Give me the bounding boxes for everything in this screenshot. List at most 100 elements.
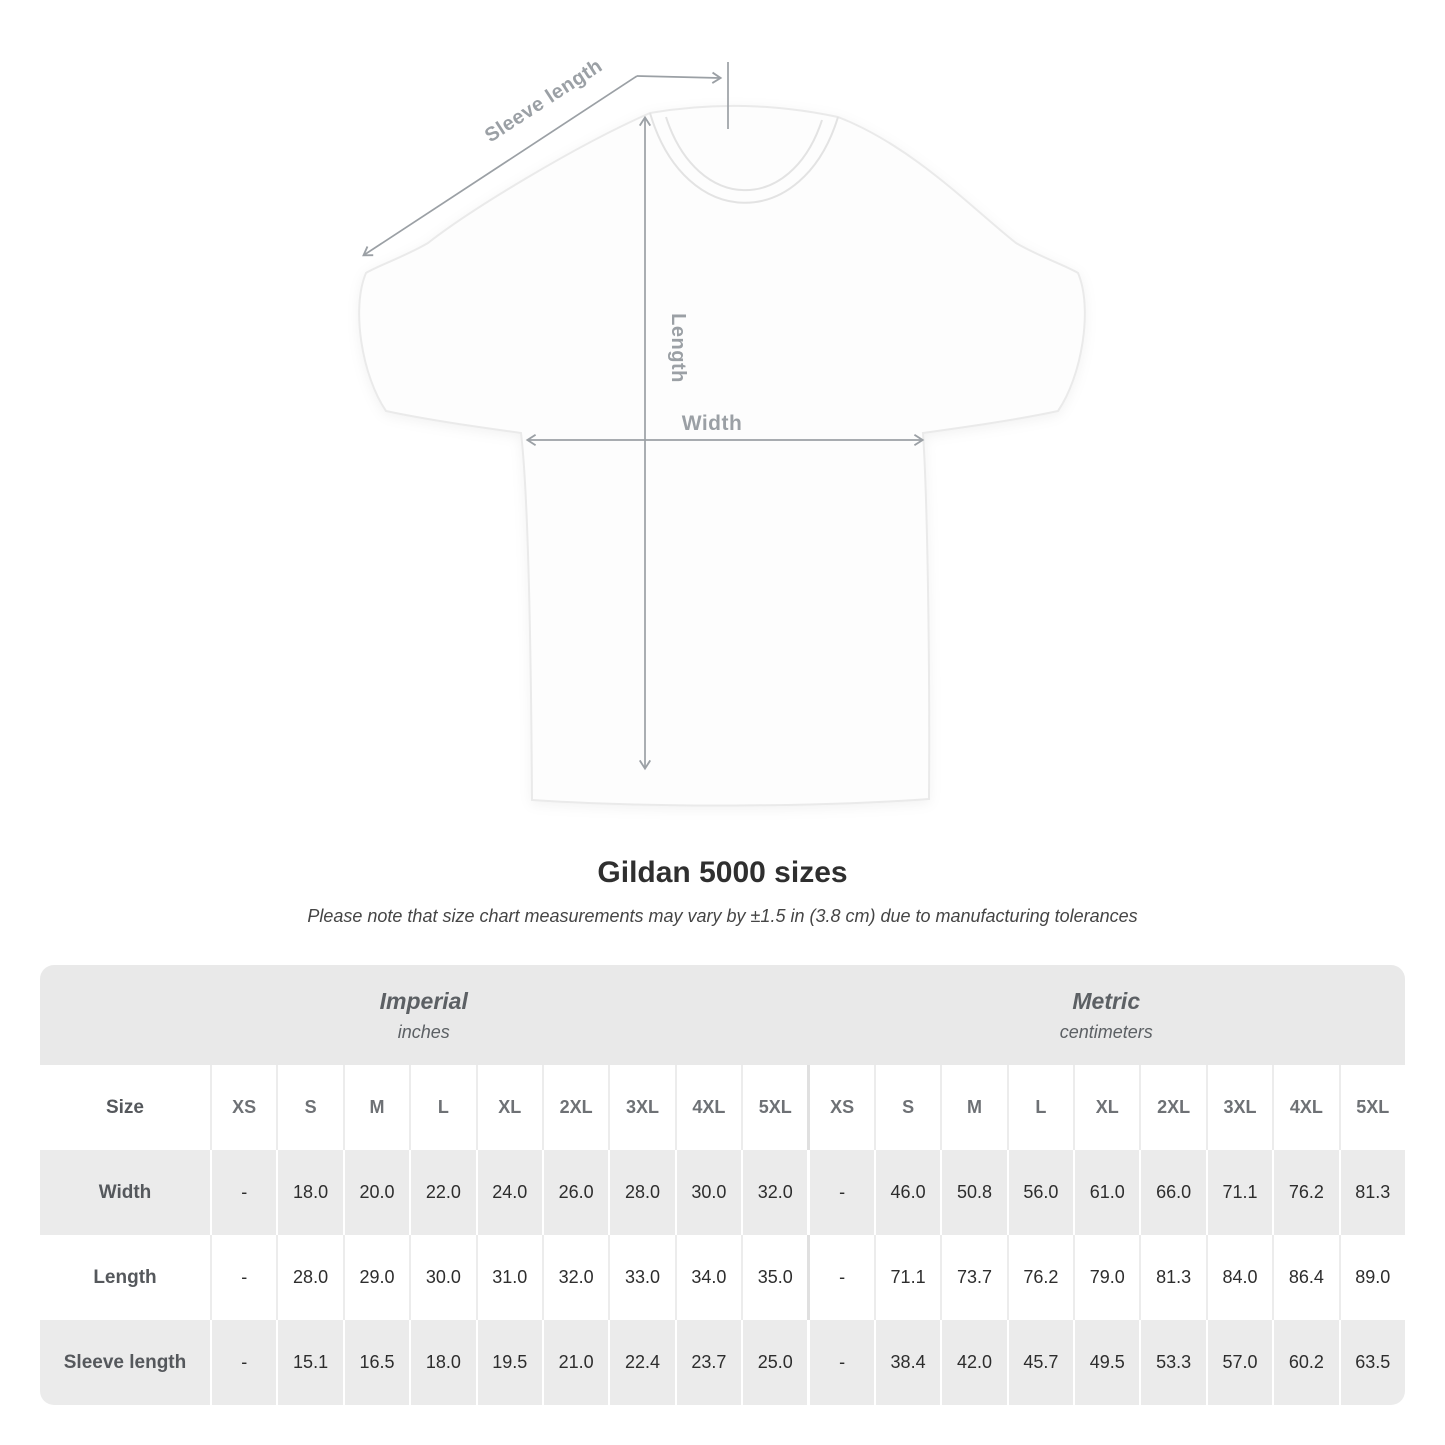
value-cell: 21.0 [541,1320,608,1405]
value-cell: 50.8 [940,1150,1006,1235]
size-cell: L [409,1065,475,1150]
value-cell: 81.3 [1338,1150,1405,1235]
metric-header: Metric centimeters [807,965,1405,1065]
value-cell: 53.3 [1139,1320,1205,1405]
value-cell: 49.5 [1073,1320,1139,1405]
size-cell: S [873,1065,940,1150]
value-cell: 57.0 [1205,1320,1272,1405]
value-cell: 42.0 [940,1320,1006,1405]
value-cell: 28.0 [276,1235,342,1320]
value-cell: 29.0 [342,1235,409,1320]
size-cell: 2XL [1139,1065,1205,1150]
value-cell: 32.0 [741,1150,807,1235]
size-cell: XL [475,1065,542,1150]
value-cell: 19.5 [475,1320,542,1405]
measurement-arrows [362,62,925,771]
value-cell: - [210,1235,276,1320]
value-cell: 22.0 [409,1150,475,1235]
value-cell: 25.0 [741,1320,807,1405]
value-cell: 79.0 [1073,1235,1139,1320]
metric-unit: centimeters [1059,1021,1153,1042]
value-cell: 34.0 [674,1235,741,1320]
sleeve-length-label: Sleeve length [481,55,607,147]
value-cell: 89.0 [1338,1235,1405,1320]
value-cell: - [807,1235,873,1320]
value-cell: 61.0 [1073,1150,1139,1235]
value-cell: 23.7 [674,1320,741,1405]
value-cell: 86.4 [1272,1235,1338,1320]
value-cell: 16.5 [342,1320,409,1405]
unit-header-band: Imperial inches Metric centimeters [40,965,1405,1065]
value-cell: 28.0 [608,1150,674,1235]
value-cell: 81.3 [1139,1235,1205,1320]
width-row: Width - 18.0 20.0 22.0 24.0 26.0 28.0 30… [40,1150,1405,1235]
imperial-title: Imperial [379,987,468,1014]
width-row-label: Width [98,1181,152,1203]
size-cell: 2XL [541,1065,608,1150]
collar-inner-line [665,116,823,192]
value-cell: 26.0 [541,1150,608,1235]
sleeve-length-arrow [362,75,638,257]
collar-outer-line [649,112,839,204]
size-header-row: Size XS S M L XL 2XL 3XL 4XL 5XL XS S M … [40,1065,1405,1150]
value-cell: 22.4 [608,1320,674,1405]
value-cell: - [210,1320,276,1405]
imperial-header: Imperial inches [40,965,808,1065]
value-cell: 84.0 [1205,1235,1272,1320]
shirt-body [358,104,1086,807]
size-cell: 3XL [1205,1065,1272,1150]
value-cell: 45.7 [1006,1320,1073,1405]
length-row-label: Length [93,1266,157,1288]
value-cell: 35.0 [741,1235,807,1320]
value-cell: 63.5 [1338,1320,1405,1405]
sleeve-length-row: Sleeve length - 15.1 16.5 18.0 19.5 21.0… [40,1320,1405,1405]
value-cell: 31.0 [475,1235,542,1320]
value-cell: - [807,1320,873,1405]
size-cell: S [276,1065,342,1150]
size-cell: L [1006,1065,1073,1150]
length-row: Length - 28.0 29.0 30.0 31.0 32.0 33.0 3… [40,1235,1405,1320]
imperial-unit: inches [397,1021,450,1042]
value-cell: - [807,1150,873,1235]
value-cell: 60.2 [1272,1320,1338,1405]
shirt-illustration [358,104,1086,807]
value-cell: 76.2 [1006,1235,1073,1320]
size-cell: 4XL [1272,1065,1338,1150]
metric-title: Metric [1072,987,1141,1014]
value-cell: 56.0 [1006,1150,1073,1235]
size-cell: XS [807,1065,873,1150]
size-row-label: Size [105,1096,145,1118]
value-cell: 33.0 [608,1235,674,1320]
value-cell: 32.0 [541,1235,608,1320]
value-cell: 46.0 [873,1150,940,1235]
value-cell: 18.0 [409,1320,475,1405]
value-cell: 66.0 [1139,1150,1205,1235]
size-cell: XL [1073,1065,1139,1150]
value-cell: 38.4 [873,1320,940,1405]
value-cell: 15.1 [276,1320,342,1405]
size-cell: 4XL [674,1065,741,1150]
value-cell: 76.2 [1272,1150,1338,1235]
size-cell: 5XL [1338,1065,1405,1150]
value-cell: 24.0 [475,1150,542,1235]
value-cell: 20.0 [342,1150,409,1235]
value-cell: 71.1 [1205,1150,1272,1235]
page-subtitle: Please note that size chart measurements… [307,906,1138,926]
value-cell: 71.1 [873,1235,940,1320]
value-cell: 18.0 [276,1150,342,1235]
size-cell: M [940,1065,1006,1150]
page-title: Gildan 5000 sizes [597,856,848,889]
sleeve-length-row-label: Sleeve length [63,1351,187,1373]
tshirt-diagram-svg: Sleeve length Length Width [358,55,1086,807]
tshirt-measurement-diagram: Sleeve length Length Width [358,55,1086,807]
value-cell: 30.0 [674,1150,741,1235]
value-cell: - [210,1150,276,1235]
size-cell: XS [210,1065,276,1150]
size-table: Imperial inches Metric centimeters Size … [40,965,1405,1405]
size-cell: M [342,1065,409,1150]
width-label: Width [682,412,743,435]
value-cell: 30.0 [409,1235,475,1320]
size-cell: 5XL [741,1065,807,1150]
size-cell: 3XL [608,1065,674,1150]
sleeve-length-top-arrow [636,71,723,84]
